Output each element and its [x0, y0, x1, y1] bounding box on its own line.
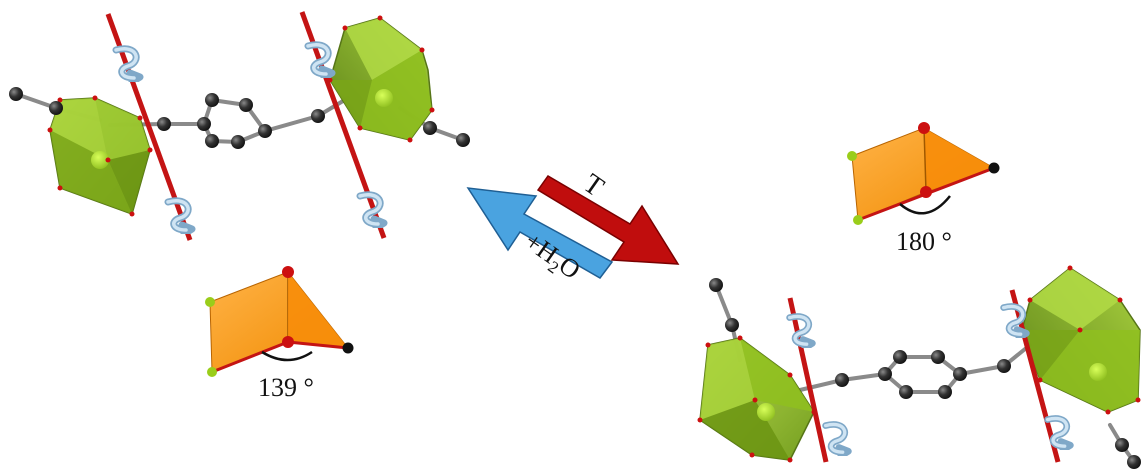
- left-octahedron-2: [329, 17, 433, 141]
- left-angle-label: 139 °: [258, 373, 314, 402]
- right-octahedron-1: [699, 337, 815, 461]
- right-octahedron-2: [1021, 267, 1141, 413]
- right-axis-1: [787, 297, 829, 463]
- right-carbons: [709, 278, 1141, 469]
- forward-arrow: [536, 175, 680, 265]
- left-octahedron-1: [49, 97, 151, 215]
- left-chain: [9, 11, 470, 241]
- right-chain: [697, 265, 1141, 469]
- right-oxygens: [697, 265, 1141, 463]
- rotation-arrow-icon: [826, 424, 849, 456]
- left-axis-2: [299, 11, 387, 239]
- right-angle-label: 180 °: [896, 227, 952, 256]
- left-tetrahedron: [205, 266, 354, 377]
- left-carbons: [9, 87, 470, 149]
- rotation-arrow-icon: [116, 49, 140, 82]
- right-angle-arc: [899, 195, 951, 215]
- right-tetrahedron: [847, 122, 1000, 225]
- reverse-arrow: [466, 187, 614, 279]
- left-oxygens: [47, 15, 435, 217]
- left-angle-arc: [261, 350, 313, 362]
- rotation-arrow-icon: [308, 45, 332, 78]
